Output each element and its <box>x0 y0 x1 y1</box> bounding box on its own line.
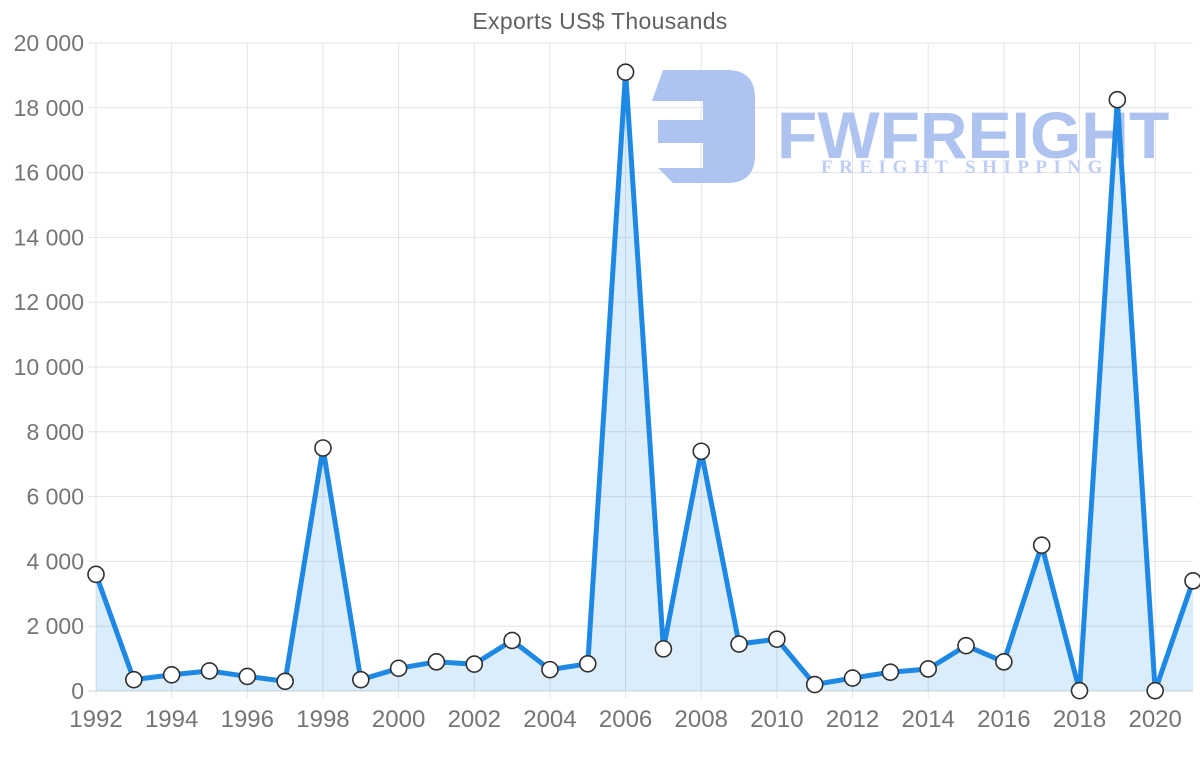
data-point-1999[interactable] <box>351 670 370 689</box>
logo-icon-top-arm <box>652 70 703 101</box>
y-tick-label: 14 000 <box>14 224 84 250</box>
data-point-2020[interactable] <box>1146 681 1164 700</box>
y-tick-label: 10 000 <box>14 354 84 380</box>
y-tick-label: 0 <box>71 678 84 704</box>
x-tick-label: 1992 <box>69 706 122 733</box>
data-point-2015[interactable] <box>957 636 975 655</box>
x-tick-label: 2018 <box>1053 706 1106 733</box>
grid-layer <box>88 42 1193 698</box>
data-point-2014[interactable] <box>919 660 938 678</box>
data-point-2010[interactable] <box>768 630 786 648</box>
fwfreight-logo-icon <box>652 70 755 183</box>
data-point-1995[interactable] <box>200 662 219 680</box>
x-tick-label: 2002 <box>448 706 501 733</box>
data-point-2021[interactable] <box>1184 572 1200 590</box>
y-tick-label: 8 000 <box>26 419 84 445</box>
data-point-2007[interactable] <box>654 640 673 658</box>
x-tick-label: 2008 <box>675 706 728 733</box>
y-tick-label: 6 000 <box>26 484 84 510</box>
y-tick-label: 4 000 <box>26 548 84 574</box>
data-point-2019[interactable] <box>1108 90 1127 109</box>
data-point-2000[interactable] <box>389 659 408 678</box>
logo-icon-middle-arm <box>658 120 707 143</box>
data-point-2005[interactable] <box>578 654 597 673</box>
x-tick-label: 1996 <box>221 706 274 733</box>
logo-icon-bottom-arm <box>658 168 703 183</box>
logo-icon-stem <box>703 70 755 183</box>
watermark-logo: FWFREIGHT FREIGHT SHIPPING <box>652 70 1169 183</box>
y-tick-label: 2 000 <box>26 613 84 639</box>
y-tick-label: 18 000 <box>14 95 84 121</box>
x-tick-label: 2014 <box>902 706 955 733</box>
data-point-2002[interactable] <box>465 655 484 673</box>
data-point-2008[interactable] <box>692 442 711 461</box>
x-tick-label: 2004 <box>523 706 576 733</box>
watermark-tagline-text: FREIGHT SHIPPING <box>821 157 1109 178</box>
y-tick-label: 16 000 <box>14 160 84 186</box>
y-tick-label: 20 000 <box>14 30 84 56</box>
data-point-1997[interactable] <box>276 672 294 691</box>
x-tick-label: 2020 <box>1128 706 1181 733</box>
data-point-2003[interactable] <box>503 631 521 650</box>
data-point-2009[interactable] <box>730 635 748 653</box>
data-point-2013[interactable] <box>881 663 900 682</box>
watermark-brand-text: FWFREIGHT <box>777 98 1169 172</box>
x-tick-label: 2000 <box>372 706 425 733</box>
x-tick-label: 2012 <box>826 706 879 733</box>
x-tick-label: 1998 <box>296 706 349 733</box>
data-point-2018[interactable] <box>1070 681 1089 700</box>
series-layer <box>87 63 1200 700</box>
data-point-1998[interactable] <box>314 439 332 457</box>
data-point-2017[interactable] <box>1032 536 1051 555</box>
data-point-2004[interactable] <box>541 660 559 679</box>
x-tick-label: 2016 <box>977 706 1030 733</box>
data-point-1994[interactable] <box>162 665 181 684</box>
x-tick-label: 2010 <box>750 706 803 733</box>
data-point-1992[interactable] <box>87 565 105 584</box>
data-point-1996[interactable] <box>238 667 257 686</box>
data-point-1993[interactable] <box>125 670 143 689</box>
y-tick-label: 12 000 <box>14 289 84 315</box>
axis-label-layer: 0 2 000 4 000 6 000 8 000 10 000 12 000 14 000 1… <box>14 30 1182 733</box>
data-point-2006[interactable] <box>616 63 635 81</box>
data-point-2011[interactable] <box>805 675 824 694</box>
x-tick-label: 2006 <box>599 706 652 733</box>
x-tick-label: 1994 <box>145 706 198 733</box>
data-point-2001[interactable] <box>427 653 446 671</box>
data-point-2012[interactable] <box>843 669 862 687</box>
data-point-2016[interactable] <box>995 653 1013 671</box>
